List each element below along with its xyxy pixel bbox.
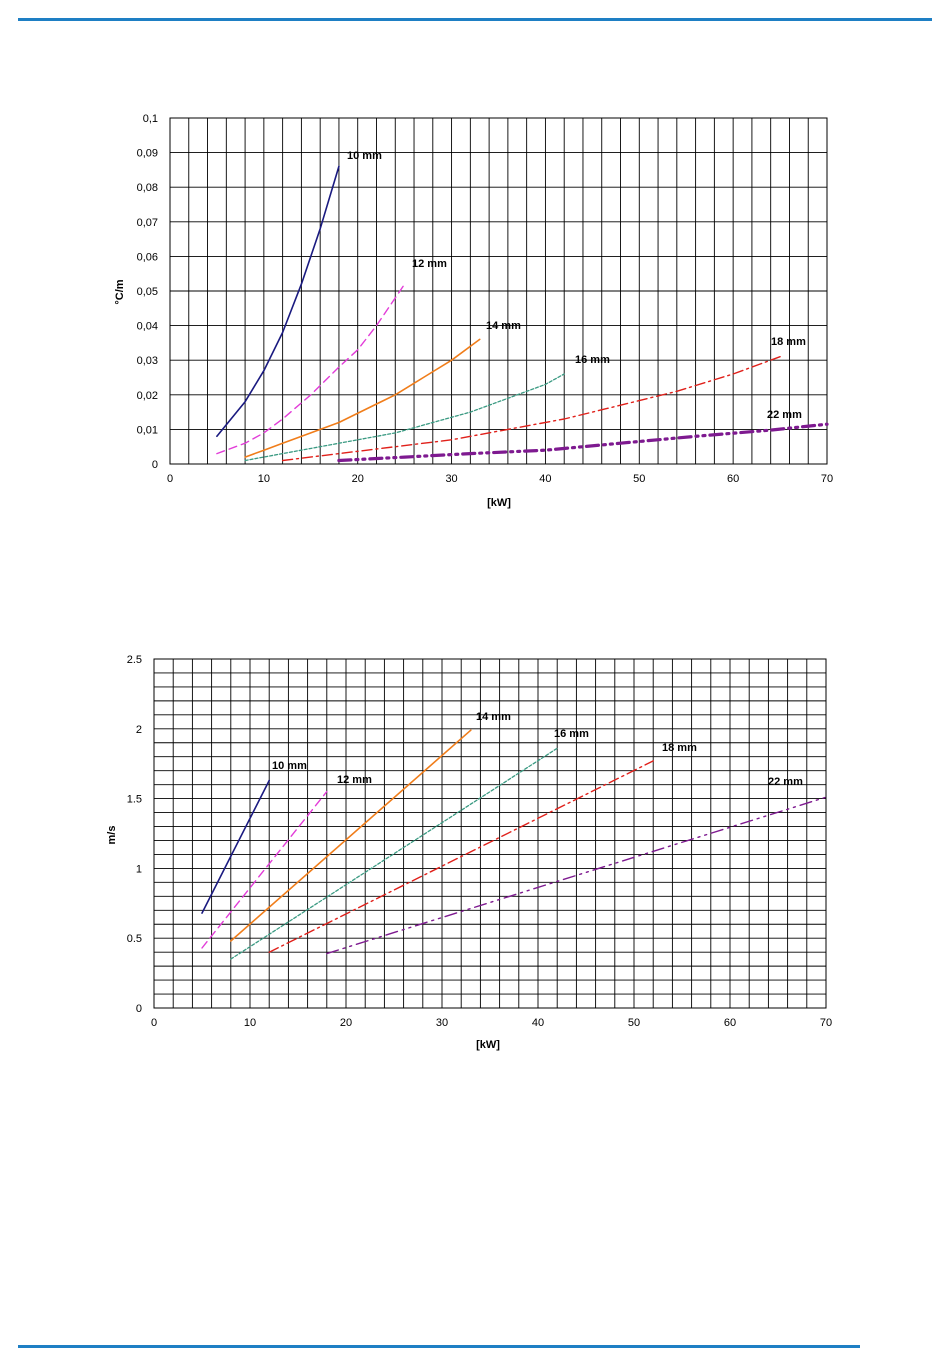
x-tick-label: 40 (532, 1017, 544, 1029)
x-tick-label: 70 (821, 473, 833, 485)
x-tick-label: 0 (151, 1017, 157, 1029)
x-tick-label: 60 (724, 1017, 736, 1029)
bottom-rule (18, 1345, 860, 1348)
series-line-18mm (281, 356, 781, 462)
series-line-16mm (230, 747, 558, 960)
series-label-12mm: 12 mm (412, 258, 447, 270)
series-line-22mm (337, 422, 829, 463)
x-axis-label: [kW] (487, 497, 511, 509)
series-label-14mm: 14 mm (476, 711, 511, 723)
y-tick-label: 2 (136, 724, 142, 736)
x-tick-label: 50 (628, 1017, 640, 1029)
series-label-16mm: 16 mm (575, 354, 610, 366)
velocity-chart: 0 10 20 30 40 50 60 70 0 0.5 1 1.5 2 2.5 [kW] m/s 10 mm 1… (106, 654, 832, 1051)
series-label-18mm: 18 mm (662, 742, 697, 754)
y-tick-label: 0,02 (137, 390, 158, 402)
y-tick-label: 0,03 (137, 355, 158, 367)
x-tick-label: 40 (539, 473, 551, 485)
temperature-gradient-chart: 0 10 20 30 40 50 60 70 0 0,01 0,02 0,03 0,04 0,05 0,06… (114, 113, 833, 509)
x-tick-label: 10 (244, 1017, 256, 1029)
series-line-14mm (230, 729, 472, 942)
series-label-14mm: 14 mm (486, 320, 521, 332)
series-line-14mm (244, 338, 481, 458)
y-tick-label: 0,05 (137, 286, 158, 298)
x-tick-label: 20 (340, 1017, 352, 1029)
y-tick-label: 1.5 (127, 794, 142, 806)
y-tick-label: 0.5 (127, 933, 142, 945)
x-tick-label: 70 (820, 1017, 832, 1029)
x-tick-label: 30 (445, 473, 457, 485)
y-tick-label: 0,08 (137, 182, 158, 194)
series-line-10mm (201, 779, 271, 914)
series-label-18mm: 18 mm (771, 336, 806, 348)
y-tick-label: 0,1 (143, 113, 158, 125)
x-axis-label: [kW] (476, 1039, 500, 1051)
y-axis-label: °C/m (114, 279, 126, 304)
x-tick-label: 10 (258, 473, 270, 485)
x-tick-label: 60 (727, 473, 739, 485)
series-label-10mm: 10 mm (272, 760, 307, 772)
y-tick-label: 0 (136, 1003, 142, 1015)
y-tick-label: 0,01 (137, 424, 158, 436)
series-line-16mm (244, 373, 565, 462)
series-label-12mm: 12 mm (337, 774, 372, 786)
y-tick-label: 1 (136, 863, 142, 875)
series-label-22mm: 22 mm (767, 409, 802, 421)
y-tick-label: 0,04 (137, 321, 158, 333)
series-line-12mm (201, 790, 328, 949)
y-tick-label: 2.5 (127, 654, 142, 666)
series-line-22mm (326, 796, 827, 955)
x-tick-label: 20 (352, 473, 364, 485)
series-label-16mm: 16 mm (554, 728, 589, 740)
top-rule (18, 18, 932, 21)
x-tick-label: 50 (633, 473, 645, 485)
series-line-18mm (268, 760, 654, 953)
y-axis-label: m/s (106, 826, 118, 845)
series-line-12mm (216, 283, 406, 455)
x-tick-label: 0 (167, 473, 173, 485)
y-tick-label: 0,07 (137, 217, 158, 229)
y-tick-label: 0,09 (137, 148, 158, 160)
series-label-10mm: 10 mm (347, 150, 382, 162)
series-line-10mm (216, 165, 340, 438)
x-tick-label: 30 (436, 1017, 448, 1029)
plot-area (153, 658, 827, 1009)
series-label-22mm: 22 mm (768, 776, 803, 788)
y-tick-label: 0,06 (137, 251, 158, 263)
y-tick-label: 0 (152, 459, 158, 471)
